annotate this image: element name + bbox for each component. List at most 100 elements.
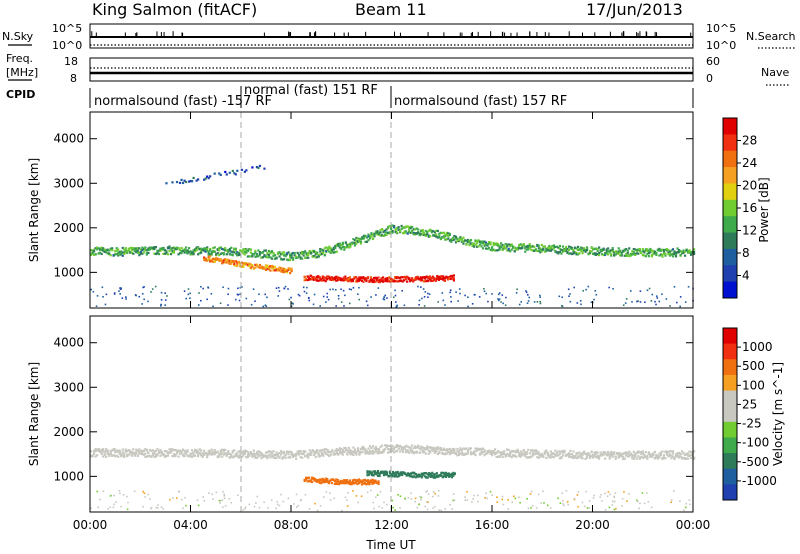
- heat-cell: [371, 445, 375, 448]
- heat-cell: [388, 450, 391, 453]
- heat-cell: [555, 245, 559, 248]
- heat-cell: [584, 452, 587, 455]
- heat-cell: [375, 472, 378, 475]
- heat-cell: [454, 235, 458, 238]
- heat-cell: [105, 455, 108, 458]
- heat-cell: [382, 231, 385, 234]
- heat-cell: [530, 248, 533, 251]
- heat-cell: [132, 448, 135, 451]
- heat-cell: [384, 277, 388, 280]
- heat-cell: [370, 232, 373, 235]
- heat-cell: [390, 473, 393, 476]
- heat-cell: [408, 473, 411, 476]
- heat-cell: [400, 276, 403, 279]
- heat-cell: [327, 276, 330, 279]
- heat-cell: [127, 247, 130, 251]
- heat-cell: [387, 280, 391, 283]
- heat-cell: [419, 277, 422, 281]
- heat-cell: [390, 279, 394, 282]
- heat-cell: [337, 244, 340, 248]
- heat-cell: [577, 491, 580, 493]
- heat-cell: [417, 475, 420, 478]
- heat-cell: [287, 453, 290, 456]
- heat-cell: [234, 249, 237, 252]
- heat-cell: [566, 247, 569, 251]
- x-tick-label: 00:00: [73, 518, 108, 532]
- heat-cell: [207, 177, 210, 180]
- heat-cell: [183, 179, 186, 182]
- heat-cell: [141, 451, 144, 454]
- heat-cell: [588, 455, 592, 458]
- heat-cell: [329, 479, 332, 482]
- heat-cell: [614, 457, 617, 460]
- heat-cell: [263, 501, 265, 504]
- heat-cell: [595, 293, 598, 296]
- heat-cell: [293, 254, 296, 257]
- heat-cell: [224, 170, 227, 174]
- heat-cell: [570, 453, 574, 456]
- heat-cell: [614, 250, 617, 253]
- heat-cell: [245, 456, 248, 459]
- heat-cell: [431, 279, 434, 283]
- heat-cell: [144, 452, 147, 455]
- heat-cell: [329, 492, 331, 494]
- heat-cell: [153, 247, 156, 251]
- heat-cell: [269, 450, 272, 453]
- heat-cell: [581, 247, 584, 250]
- heat-cell: [119, 293, 121, 295]
- heat-cell: [329, 247, 332, 250]
- heat-cell: [157, 504, 159, 506]
- heat-cell: [598, 246, 601, 249]
- heat-cell: [659, 453, 663, 457]
- heat-cell: [138, 448, 141, 451]
- heat-cell: [525, 291, 528, 294]
- heat-cell: [347, 246, 350, 249]
- heat-cell: [261, 453, 265, 456]
- heat-cell: [183, 290, 186, 293]
- heat-cell: [686, 452, 690, 455]
- heat-cell: [324, 477, 327, 480]
- heat-cell: [371, 449, 375, 453]
- heat-cell: [125, 296, 127, 298]
- heat-cell: [317, 454, 320, 457]
- heat-cell: [312, 303, 315, 306]
- heat-cell: [164, 299, 167, 301]
- heat-cell: [530, 490, 533, 493]
- heat-cell: [371, 481, 374, 484]
- colorbar-step: [723, 468, 737, 485]
- heat-cell: [206, 456, 209, 459]
- heat-cell: [404, 498, 407, 501]
- heat-cell: [240, 261, 243, 264]
- heat-cell: [468, 448, 471, 451]
- heat-cell: [578, 248, 581, 251]
- heat-cell: [227, 304, 229, 306]
- heat-cell: [406, 276, 409, 279]
- heat-cell: [369, 278, 373, 281]
- heat-cell: [576, 248, 580, 252]
- heat-cell: [588, 456, 592, 459]
- heat-cell: [454, 452, 458, 455]
- heat-cell: [295, 506, 298, 508]
- heat-cell: [153, 246, 156, 249]
- heat-cell: [344, 447, 347, 450]
- heat-cell: [93, 248, 96, 251]
- heat-cell: [344, 479, 347, 482]
- heat-cell: [551, 452, 554, 456]
- heat-cell: [233, 172, 236, 175]
- heat-cell: [490, 452, 494, 455]
- heat-cell: [90, 252, 93, 255]
- heat-cell: [163, 454, 167, 457]
- heat-cell: [236, 254, 239, 257]
- heat-cell: [177, 247, 180, 250]
- heat-cell: [144, 448, 147, 451]
- heat-cell: [319, 449, 322, 452]
- heat-cell: [452, 277, 456, 280]
- heat-cell: [380, 278, 383, 281]
- x-tick-label: 00:00: [676, 518, 711, 532]
- heat-cell: [272, 265, 275, 268]
- heat-cell: [141, 449, 144, 452]
- heat-cell: [257, 255, 260, 258]
- heat-cell: [207, 286, 209, 289]
- heat-cell: [432, 446, 435, 450]
- heat-cell: [599, 451, 602, 454]
